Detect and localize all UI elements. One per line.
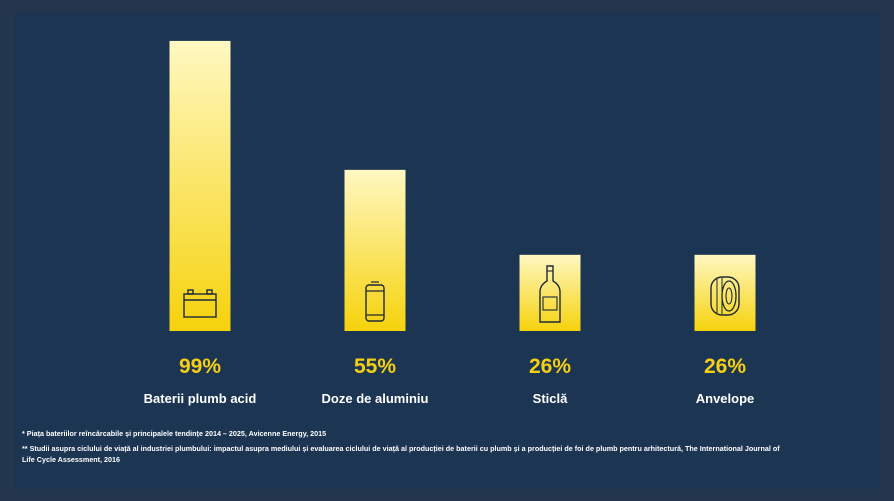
category-label-1: Doze de aluminiu xyxy=(322,391,429,406)
category-label-3: Anvelope xyxy=(696,391,755,406)
value-label-3: 26% xyxy=(704,355,746,378)
bar-2 xyxy=(519,254,581,331)
category-label-2: Sticlă xyxy=(533,391,568,406)
can-icon xyxy=(365,281,385,322)
battery-icon xyxy=(183,289,217,318)
value-label-2: 26% xyxy=(529,355,571,378)
chart-panel xyxy=(14,13,880,489)
tire-icon xyxy=(710,276,740,316)
footnote-2: ** Studii asupra ciclului de viață al in… xyxy=(22,444,780,464)
footnotes: * Piața bateriilor reîncărcabile și prin… xyxy=(22,429,782,465)
value-label-0: 99% xyxy=(179,355,221,378)
value-label-1: 55% xyxy=(354,355,396,378)
bar-3 xyxy=(694,254,756,331)
category-label-0: Baterii plumb acid xyxy=(144,391,257,406)
bottle-icon xyxy=(539,265,561,323)
footnote-1: * Piața bateriilor reîncărcabile și prin… xyxy=(22,429,327,438)
bar-1 xyxy=(344,169,406,331)
recycling-rate-chart: 99% Baterii plumb acid 55% Doze de aluminiu… xyxy=(144,40,756,406)
bar-0 xyxy=(169,40,231,332)
